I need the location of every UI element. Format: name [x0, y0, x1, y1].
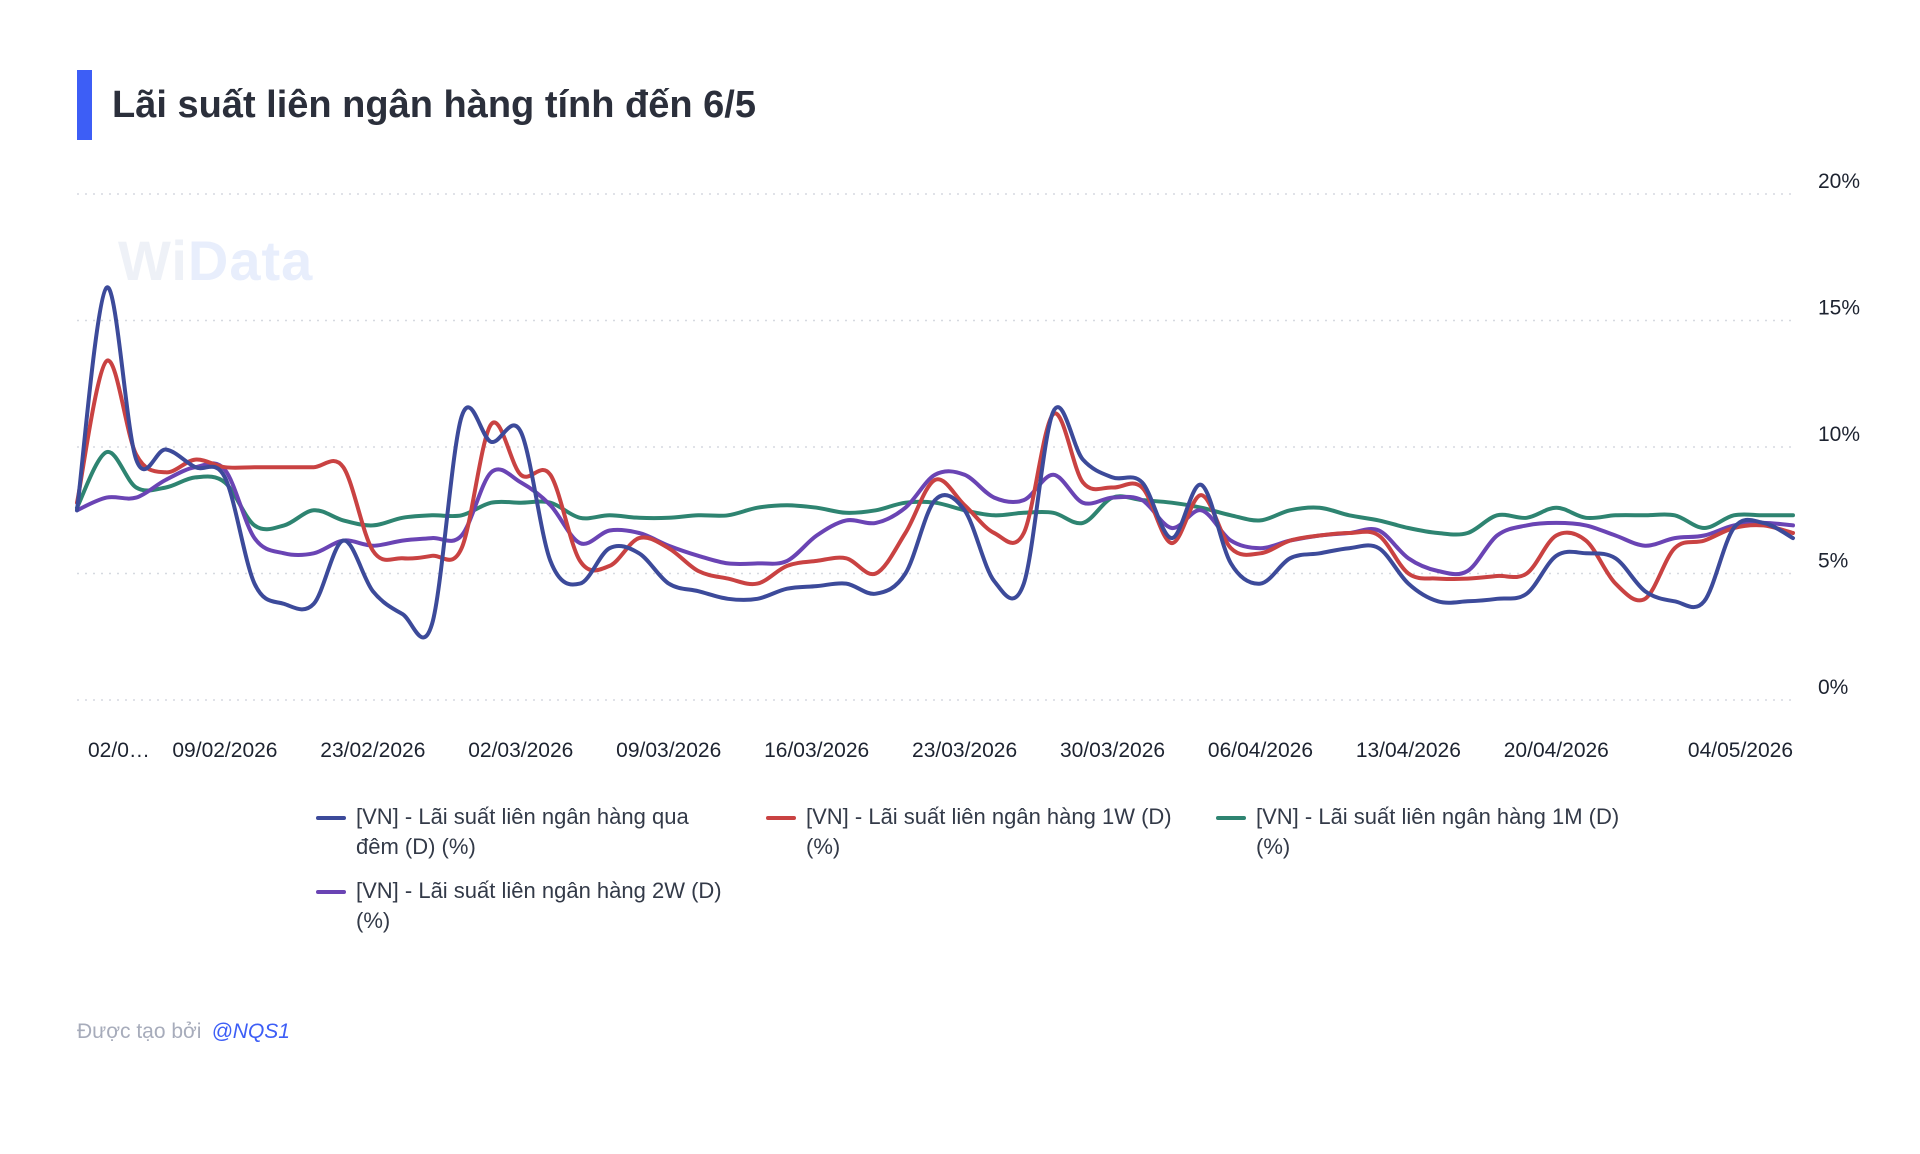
legend-swatch-2w — [316, 890, 346, 894]
legend-label-2w: [VN] - Lãi suất liên ngân hàng 2W (D) (%… — [356, 878, 722, 933]
legend-item-overnight[interactable]: [VN] - Lãi suất liên ngân hàng qua đêm (… — [316, 802, 736, 862]
y-tick-label: 20% — [1818, 170, 1860, 193]
x-tick-label: 23/02/2026 — [320, 739, 425, 762]
y-tick-label: 10% — [1818, 423, 1860, 446]
x-axis-ticks: 02/0… 09/02/2026 23/02/2026 02/03/2026 09/03… — [88, 739, 1793, 762]
legend-item-1m[interactable]: [VN] - Lãi suất liên ngân hàng 1M (D) (%… — [1216, 802, 1636, 862]
series-lines — [75, 285, 1795, 640]
legend-item-2w[interactable]: [VN] - Lãi suất liên ngân hàng 2W (D) (%… — [316, 876, 736, 936]
watermark-logo: WiData — [118, 228, 313, 293]
grid-lines — [77, 193, 1793, 701]
chart-title: Lãi suất liên ngân hàng tính đến 6/5 — [112, 83, 756, 126]
y-tick-label: 5% — [1818, 550, 1848, 573]
footer-label: Được tạo bởi — [77, 1020, 202, 1043]
watermark-text-data: Data — [187, 229, 314, 292]
x-tick-label: 16/03/2026 — [764, 739, 869, 762]
series-line-2w — [75, 461, 1795, 577]
legend-label-overnight: [VN] - Lãi suất liên ngân hàng qua đêm (… — [356, 804, 689, 859]
legend-swatch-1m — [1216, 816, 1246, 820]
x-tick-label: 02/0… — [88, 739, 150, 762]
footer-credit: Được tạo bởi @NQS1 — [77, 1020, 290, 1044]
watermark-text-wi: Wi — [118, 229, 188, 292]
footer-author-link[interactable]: @NQS1 — [211, 1020, 290, 1043]
y-tick-label: 15% — [1818, 297, 1860, 320]
legend-item-1w[interactable]: [VN] - Lãi suất liên ngân hàng 1W (D) (%… — [766, 802, 1186, 862]
x-tick-label: 09/03/2026 — [616, 739, 721, 762]
x-tick-label: 09/02/2026 — [172, 739, 277, 762]
chart-title-block: Lãi suất liên ngân hàng tính đến 6/5 — [77, 70, 756, 140]
legend-label-1w: [VN] - Lãi suất liên ngân hàng 1W (D) (%… — [806, 804, 1172, 859]
x-tick-label: 20/04/2026 — [1504, 739, 1609, 762]
series-line-overnight — [75, 285, 1795, 640]
x-tick-label: 13/04/2026 — [1356, 739, 1461, 762]
x-tick-label: 23/03/2026 — [912, 739, 1017, 762]
title-accent-bar — [77, 70, 92, 140]
legend-swatch-overnight — [316, 816, 346, 820]
x-tick-label: 02/03/2026 — [468, 739, 573, 762]
x-tick-label: 04/05/2026 — [1688, 739, 1793, 762]
legend-swatch-1w — [766, 816, 796, 820]
series-line-1w — [75, 358, 1795, 603]
y-axis-ticks: 0% 5% 10% 15% 20% — [1818, 170, 1860, 699]
x-tick-label: 06/04/2026 — [1208, 739, 1313, 762]
x-tick-label: 30/03/2026 — [1060, 739, 1165, 762]
legend-label-1m: [VN] - Lãi suất liên ngân hàng 1M (D) (%… — [1256, 804, 1620, 859]
y-tick-label: 0% — [1818, 676, 1848, 699]
